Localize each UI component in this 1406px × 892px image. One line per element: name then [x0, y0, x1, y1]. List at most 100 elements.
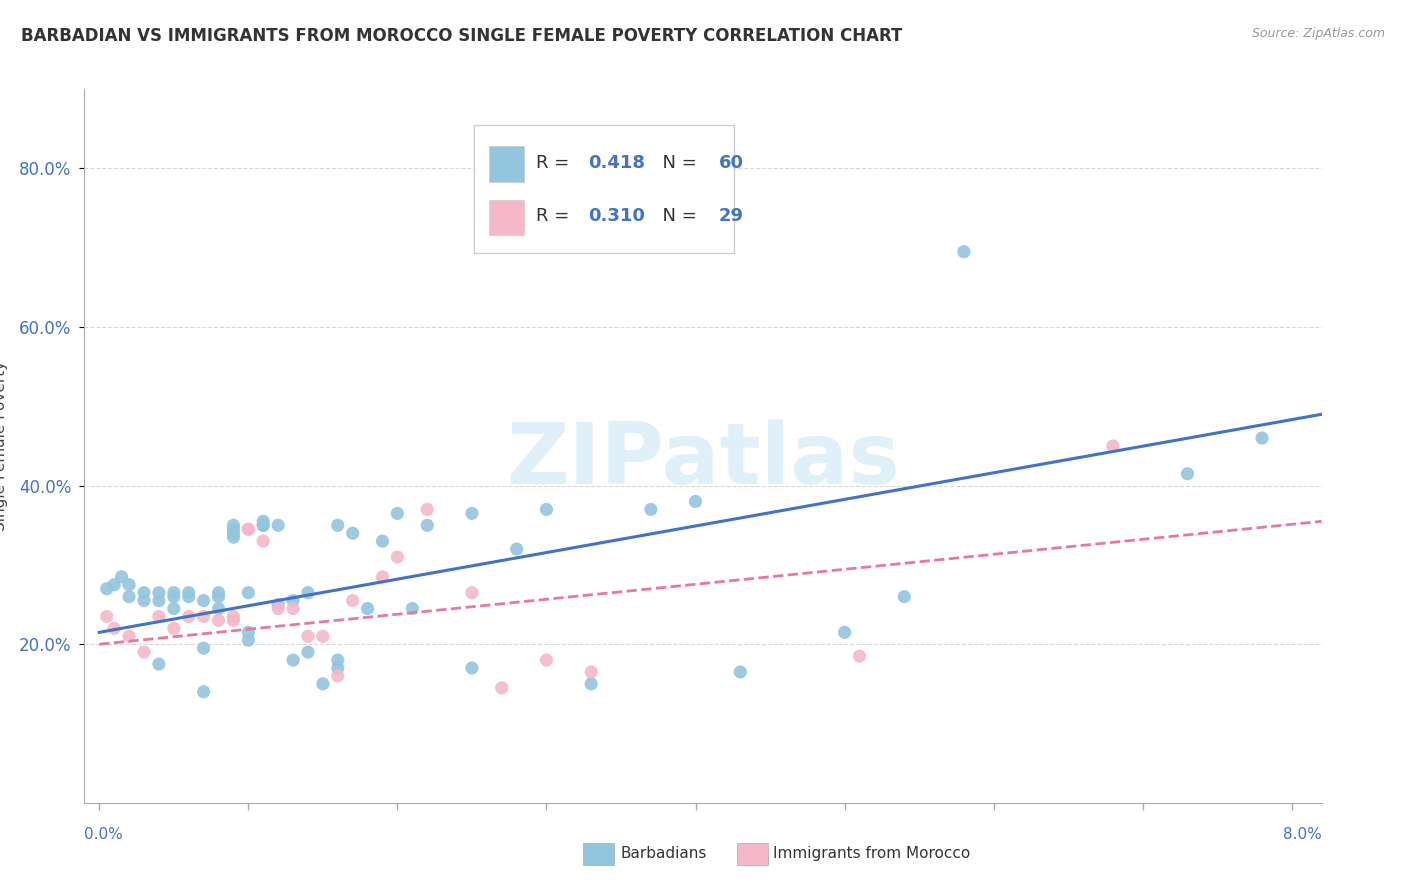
Point: [163, 601, 186, 615]
Point: [193, 641, 215, 656]
Point: [207, 585, 229, 599]
Point: [118, 590, 141, 604]
Point: [132, 585, 155, 599]
Point: [267, 601, 290, 615]
Text: 29: 29: [718, 207, 744, 225]
Point: [416, 502, 439, 516]
Point: [312, 677, 335, 691]
Point: [893, 590, 915, 604]
Point: [96, 582, 118, 596]
Text: BARBADIAN VS IMMIGRANTS FROM MOROCCO SINGLE FEMALE POVERTY CORRELATION CHART: BARBADIAN VS IMMIGRANTS FROM MOROCCO SIN…: [21, 27, 903, 45]
Point: [491, 681, 513, 695]
Text: 0.418: 0.418: [588, 153, 645, 171]
Point: [222, 522, 245, 536]
Point: [579, 677, 602, 691]
Text: R =: R =: [536, 153, 575, 171]
Point: [281, 653, 304, 667]
Point: [536, 502, 558, 516]
Point: [579, 665, 602, 679]
Point: [326, 518, 349, 533]
Point: [281, 601, 304, 615]
Point: [342, 593, 364, 607]
Point: [505, 542, 527, 557]
Point: [177, 585, 200, 599]
Point: [326, 661, 349, 675]
Point: [177, 590, 200, 604]
FancyBboxPatch shape: [474, 125, 734, 253]
Text: 0.310: 0.310: [588, 207, 645, 225]
Point: [252, 534, 274, 549]
Point: [132, 593, 155, 607]
Point: [1177, 467, 1199, 481]
Text: 8.0%: 8.0%: [1282, 827, 1322, 841]
Point: [148, 593, 170, 607]
Text: Immigrants from Morocco: Immigrants from Morocco: [773, 847, 970, 861]
Point: [238, 522, 260, 536]
Text: N =: N =: [651, 153, 703, 171]
Point: [148, 609, 170, 624]
Point: [371, 570, 394, 584]
Point: [238, 585, 260, 599]
Point: [103, 621, 125, 635]
Text: Source: ZipAtlas.com: Source: ZipAtlas.com: [1251, 27, 1385, 40]
Point: [118, 578, 141, 592]
FancyBboxPatch shape: [489, 200, 523, 235]
Point: [536, 653, 558, 667]
Point: [1102, 439, 1125, 453]
Point: [326, 653, 349, 667]
Point: [207, 590, 229, 604]
Point: [267, 518, 290, 533]
Text: 60: 60: [718, 153, 744, 171]
Point: [222, 614, 245, 628]
FancyBboxPatch shape: [489, 146, 523, 182]
Text: 0.0%: 0.0%: [84, 827, 124, 841]
Point: [387, 549, 409, 564]
Point: [193, 685, 215, 699]
Point: [297, 629, 319, 643]
Point: [312, 629, 335, 643]
Point: [222, 530, 245, 544]
Point: [132, 645, 155, 659]
Point: [207, 601, 229, 615]
Point: [238, 625, 260, 640]
Point: [834, 625, 856, 640]
Point: [148, 585, 170, 599]
Point: [148, 657, 170, 671]
Point: [267, 598, 290, 612]
Point: [685, 494, 707, 508]
Point: [238, 633, 260, 648]
Point: [461, 585, 484, 599]
Point: [953, 244, 976, 259]
Point: [640, 502, 662, 516]
Point: [730, 665, 752, 679]
Point: [222, 526, 245, 541]
Point: [252, 518, 274, 533]
Point: [177, 609, 200, 624]
Point: [342, 526, 364, 541]
Point: [461, 507, 484, 521]
Point: [356, 601, 378, 615]
Point: [193, 593, 215, 607]
Point: [281, 593, 304, 607]
Point: [207, 614, 229, 628]
Point: [297, 645, 319, 659]
Point: [326, 669, 349, 683]
Point: [96, 609, 118, 624]
Point: [848, 649, 870, 664]
Point: [461, 661, 484, 675]
Point: [163, 585, 186, 599]
Text: Barbadians: Barbadians: [620, 847, 706, 861]
Point: [222, 609, 245, 624]
Point: [103, 578, 125, 592]
Point: [1251, 431, 1274, 445]
Y-axis label: Single Female Poverty: Single Female Poverty: [0, 361, 7, 531]
Point: [252, 514, 274, 528]
Point: [297, 585, 319, 599]
Point: [387, 507, 409, 521]
Point: [416, 518, 439, 533]
Text: ZIPatlas: ZIPatlas: [506, 418, 900, 502]
Point: [193, 609, 215, 624]
Text: R =: R =: [536, 207, 575, 225]
Point: [252, 518, 274, 533]
Point: [163, 621, 186, 635]
